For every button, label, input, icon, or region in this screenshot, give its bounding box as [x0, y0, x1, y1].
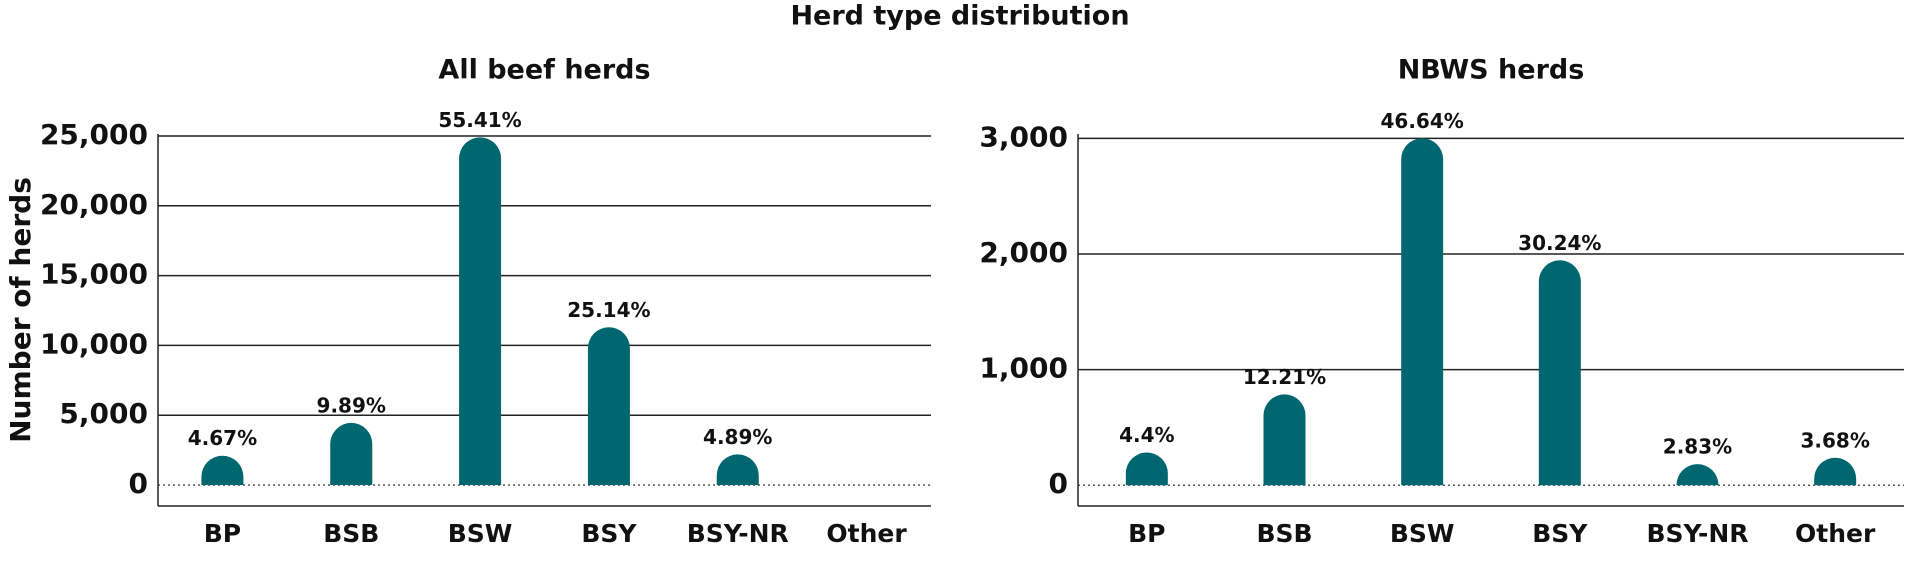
value-label: 3.68% [1800, 428, 1869, 452]
bar [1263, 394, 1306, 486]
bar [1538, 260, 1581, 486]
bar [1125, 452, 1168, 486]
x-tick-label: Other [826, 519, 907, 548]
bar [1676, 464, 1719, 486]
y-axis-label: Number of herds [4, 177, 37, 443]
value-label: 4.67% [188, 426, 257, 450]
x-tick-label: BSB [323, 519, 379, 548]
y-tick-label: 0 [129, 467, 148, 500]
value-label: 30.24% [1518, 231, 1601, 255]
value-label: 4.89% [703, 425, 772, 449]
y-tick-label: 2,000 [979, 236, 1068, 269]
value-label: 2.83% [1663, 435, 1732, 459]
y-tick-label: 0 [1049, 467, 1068, 500]
page-title: Herd type distribution [790, 1, 1129, 32]
value-label: 25.14% [567, 298, 650, 322]
y-tick-label: 3,000 [979, 120, 1068, 153]
x-tick-label: BSB [1256, 519, 1312, 548]
y-tick-label: 5,000 [59, 397, 148, 430]
x-tick-label: BSY-NR [687, 519, 789, 548]
x-tick-label: BSY [581, 519, 637, 548]
x-tick-label: BSW [1390, 519, 1455, 548]
chart-title: All beef herds [438, 55, 650, 86]
chart-title: NBWS herds [1398, 55, 1585, 86]
bar [330, 422, 373, 486]
y-tick-label: 20,000 [40, 188, 148, 221]
value-label: 4.4% [1119, 423, 1174, 447]
y-tick-label: 1,000 [979, 352, 1068, 385]
x-tick-label: BP [1128, 519, 1165, 548]
x-tick-label: BP [204, 519, 241, 548]
x-tick-label: BSY [1532, 519, 1588, 548]
value-label: 46.64% [1381, 109, 1464, 133]
bar [587, 327, 630, 486]
x-tick-label: BSY-NR [1646, 519, 1748, 548]
y-tick-label: 15,000 [40, 258, 148, 291]
x-tick-label: Other [1795, 519, 1876, 548]
value-label: 9.89% [317, 393, 386, 417]
y-tick-label: 10,000 [40, 327, 148, 360]
value-label: 12.21% [1243, 365, 1326, 389]
bar [459, 137, 502, 486]
value-label: 55.41% [438, 108, 521, 132]
bar [716, 454, 759, 486]
bar [201, 455, 244, 486]
bar [1401, 138, 1444, 486]
bar [1814, 457, 1857, 486]
y-tick-label: 25,000 [40, 118, 148, 151]
x-tick-label: BSW [448, 519, 513, 548]
